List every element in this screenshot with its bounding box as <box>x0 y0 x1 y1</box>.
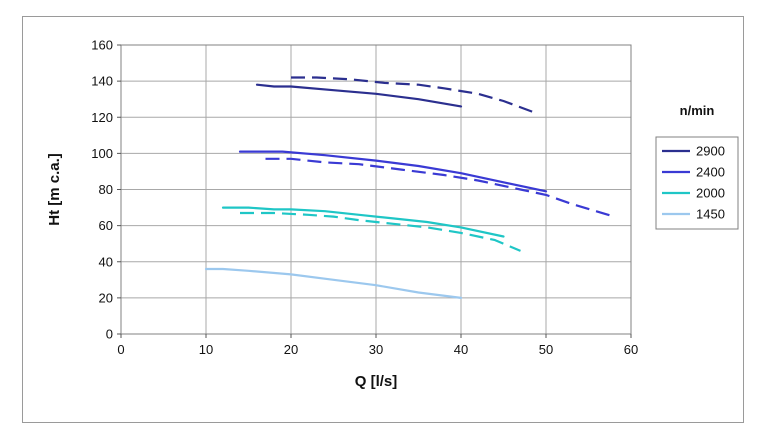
x-tick-label: 60 <box>624 342 638 357</box>
x-axis-title: Q [l/s] <box>355 373 398 390</box>
legend-label-2400: 2400 <box>696 165 725 180</box>
x-tick-label: 20 <box>284 342 298 357</box>
x-tick-label: 40 <box>454 342 468 357</box>
series-lines <box>204 76 615 299</box>
x-tick-label: 0 <box>117 342 124 357</box>
legend-label-2000: 2000 <box>696 186 725 201</box>
y-tick-label: 40 <box>99 254 113 269</box>
legend-label-1450: 1450 <box>696 207 725 222</box>
y-tick-label: 80 <box>99 182 113 197</box>
legend: 2900 2400 2000 1450 <box>655 136 739 230</box>
series-1450-solid-line <box>204 267 463 299</box>
series-2900-solid-line <box>255 83 463 108</box>
y-tick-label: 120 <box>91 110 113 125</box>
y-tick-label: 140 <box>91 74 113 89</box>
grid-lines <box>121 45 631 334</box>
x-tick-label: 50 <box>539 342 553 357</box>
series-2900-dashed-line <box>291 76 538 115</box>
axis-ticks: 0 10 20 30 40 50 60 0 20 40 60 80 100 120 140 160 <box>91 38 638 358</box>
y-tick-label: 160 <box>91 38 113 53</box>
series-2400-dashed-line <box>265 157 615 218</box>
y-tick-label: 100 <box>91 146 113 161</box>
series-2000-dashed-line <box>240 211 521 252</box>
legend-title: n/min <box>680 103 715 118</box>
x-tick-label: 30 <box>369 342 383 357</box>
series-2400-solid-line <box>238 150 548 193</box>
y-tick-label: 60 <box>99 218 113 233</box>
y-axis-title: Ht [m c.a.] <box>46 153 63 226</box>
y-tick-label: 0 <box>106 327 113 342</box>
chart-frame: 0 10 20 30 40 50 60 0 20 40 60 80 100 120 140 160 Q [l/… <box>22 16 744 423</box>
y-tick-label: 20 <box>99 290 113 305</box>
series-2000-solid-line <box>221 206 505 238</box>
legend-label-2900: 2900 <box>696 144 725 159</box>
chart-svg: 0 10 20 30 40 50 60 0 20 40 60 80 100 120 140 160 Q [l/… <box>46 38 739 390</box>
x-tick-label: 10 <box>199 342 213 357</box>
